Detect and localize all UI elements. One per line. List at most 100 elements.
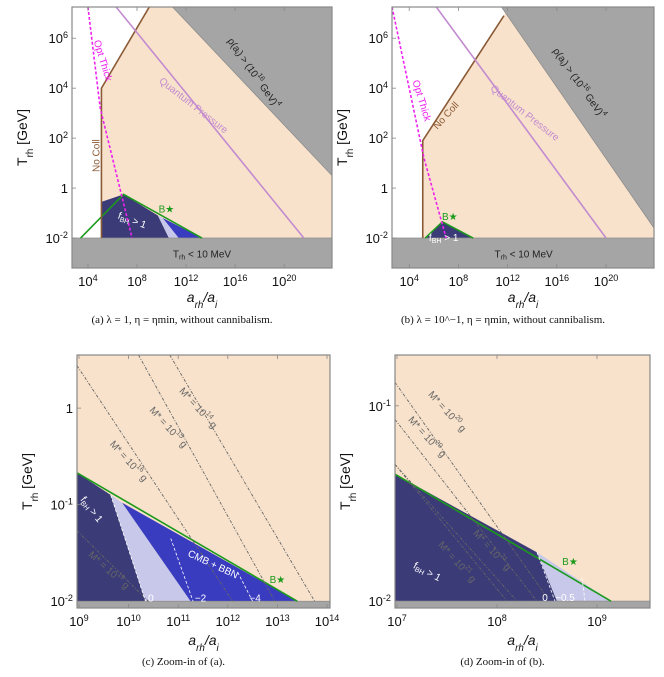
y-axis-label: Trh [GeV] xyxy=(334,109,356,166)
y-axis-label: Trh [GeV] xyxy=(337,453,359,510)
line-mass-1e16 xyxy=(77,365,234,602)
line-b-star xyxy=(77,472,298,602)
line-no-coll xyxy=(421,15,505,239)
annotation-trh-label: Trh < 10 MeV xyxy=(173,249,232,262)
y-tick-label: 104 xyxy=(48,80,68,96)
x-tick-label: 1020 xyxy=(272,273,297,289)
y-tick-label: 10-1 xyxy=(368,398,391,414)
annotation-contour-label-minus2: −2 xyxy=(195,593,207,604)
x-tick-label: 1014 xyxy=(315,613,340,629)
annotation-contour-label-minus0.5: −0.5 xyxy=(555,593,575,604)
y-tick-label: 1 xyxy=(381,181,388,196)
y-tick-label: 10-2 xyxy=(45,230,68,246)
plot-frame xyxy=(394,354,651,609)
x-axis-label: arh/ai xyxy=(188,632,219,654)
region-fbh-gt-1 xyxy=(395,474,557,602)
region-fbh-gt-1 xyxy=(77,472,146,602)
caption-c: (c) Zoom-in of (a). xyxy=(142,656,225,668)
region-trh-below-10mev xyxy=(392,237,654,268)
region-rho-excluded xyxy=(172,7,332,177)
y-tick-label: 104 xyxy=(368,80,388,96)
region-light-band xyxy=(157,215,179,239)
line-mass-1e14 xyxy=(169,355,316,602)
line-mass-1e21-right xyxy=(395,464,518,602)
annotation-contour-label-minus4: −4 xyxy=(249,593,261,604)
region-trh-below-10mev xyxy=(72,237,332,268)
caption-a: (a) λ = 1, η = ηmin, without cannibalism… xyxy=(91,314,272,326)
x-tick-label: 107 xyxy=(387,613,407,629)
x-axis-label: arh/ai xyxy=(507,632,538,654)
x-tick-label: 1012 xyxy=(174,273,199,289)
x-tick-label: 108 xyxy=(449,273,469,289)
line-mass-1e15 xyxy=(138,355,276,602)
annotation-contour-label-0: 0 xyxy=(542,593,548,604)
x-tick-label: 1013 xyxy=(265,613,290,629)
y-tick-label: 1 xyxy=(66,401,73,416)
x-axis-label: arh/ai xyxy=(508,289,539,311)
annotation-no-coll-label: No Coll xyxy=(91,139,102,172)
y-tick-label: 10-2 xyxy=(50,593,73,609)
y-tick-label: 106 xyxy=(48,30,68,46)
line-mass-1e19 xyxy=(77,530,149,602)
line-contour-minus0.5 xyxy=(581,577,586,602)
x-tick-label: 109 xyxy=(587,613,607,629)
y-tick-label: 10-2 xyxy=(365,230,388,246)
x-tick-label: 1012 xyxy=(495,273,520,289)
y-tick-label: 10-2 xyxy=(368,593,391,609)
annotation-bstar-label: B★ xyxy=(442,211,458,222)
line-opt-thick xyxy=(392,7,447,239)
y-tick-label: 102 xyxy=(48,130,68,146)
plot-frame xyxy=(71,6,333,269)
region-trh-below-10mev xyxy=(395,600,650,608)
plot-frame xyxy=(76,354,331,609)
caption-d: (d) Zoom-in of (b). xyxy=(460,656,545,668)
annotation-bstar-label: B★ xyxy=(562,557,578,568)
y-tick-label: 102 xyxy=(368,130,388,146)
x-tick-label: 1020 xyxy=(594,273,619,289)
x-tick-label: 104 xyxy=(78,273,98,289)
region-rho-excluded xyxy=(500,7,654,229)
region-trh-below-10mev xyxy=(77,600,330,608)
x-tick-label: 1011 xyxy=(166,613,190,629)
caption-b: (b) λ = 10^−1, η = ηmin, without canniba… xyxy=(401,314,605,326)
region-light-band xyxy=(110,495,191,602)
x-tick-label: 1016 xyxy=(545,273,570,289)
line-b-star xyxy=(80,193,203,239)
y-tick-label: 106 xyxy=(368,30,388,46)
line-quantum-pressure xyxy=(115,7,305,239)
y-axis-label: Trh [GeV] xyxy=(14,109,36,166)
y-tick-label: 1 xyxy=(61,181,68,196)
annotation-bstar-label: B★ xyxy=(270,575,286,586)
annotation-bstar-label: B★ xyxy=(159,204,175,215)
annotation-contour-label-0: 0 xyxy=(148,593,154,604)
panel-c: M* = 1014 gM* = 1015 gM* = 1016 gM* = 10… xyxy=(19,354,340,668)
region-fbh-gt-1 xyxy=(425,221,474,239)
x-axis-label: arh/ai xyxy=(187,289,218,311)
panel-d: M* = 1020 gM* = 1020 gM* = 1021 gM* = 10… xyxy=(337,354,651,668)
plot-frame xyxy=(391,6,655,269)
line-contour-minus4 xyxy=(237,572,253,602)
line-contour-0 xyxy=(110,494,146,602)
y-tick-label: 10-1 xyxy=(50,497,73,513)
plot-area: M* = 1020 gM* = 1020 gM* = 1021 gM* = 10… xyxy=(395,355,650,608)
line-contour-0 xyxy=(536,552,556,602)
line-quantum-pressure xyxy=(435,7,607,239)
line-b-star xyxy=(395,473,612,602)
line-no-coll xyxy=(100,7,150,239)
x-tick-label: 1012 xyxy=(216,613,241,629)
x-tick-label: 108 xyxy=(127,273,147,289)
y-axis-label: Trh [GeV] xyxy=(19,453,41,510)
line-opt-thick xyxy=(87,7,133,239)
x-tick-label: 1010 xyxy=(116,613,141,629)
line-mass-1e21-left xyxy=(395,464,508,602)
plot-area: M* = 1014 gM* = 1015 gM* = 1016 gM* = 10… xyxy=(77,355,330,608)
x-tick-label: 1016 xyxy=(223,273,248,289)
line-contour-minus2 xyxy=(170,538,194,602)
annotation-fbh-label: fBH > 1 xyxy=(429,233,459,246)
annotation-trh-label: Trh < 10 MeV xyxy=(495,249,554,262)
